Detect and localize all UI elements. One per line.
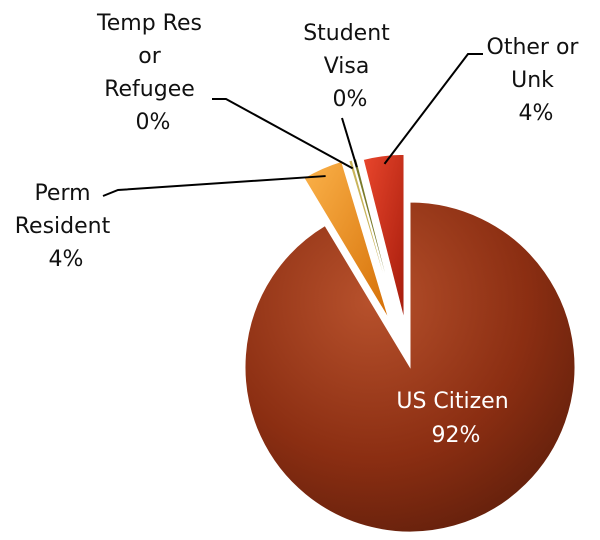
slice-label-other-line1: Other or	[487, 35, 580, 60]
slice-value-student-visa: 0%	[333, 87, 368, 112]
leader-lines	[102, 53, 483, 197]
slice-label-temp-res-line2: or	[138, 44, 161, 69]
leader-student-visa	[341, 117, 358, 168]
slice-label-perm-line2: Resident	[15, 214, 111, 239]
slice-value-temp-res: 0%	[136, 110, 171, 135]
slice-label-student-visa-line2: Visa	[324, 54, 370, 79]
slice-us-citizen	[244, 201, 576, 533]
slice-value-us-citizen: 92%	[432, 423, 481, 448]
slice-label-student-visa: Student Visa 0%	[303, 21, 397, 112]
slice-other	[362, 153, 405, 320]
leader-perm-resident	[102, 175, 326, 197]
slice-label-temp-res: Temp Res or Refugee 0%	[96, 11, 209, 135]
pie-slices	[244, 153, 576, 533]
slice-label-us-citizen: US Citizen 92%	[396, 389, 515, 448]
slice-temp-res	[348, 159, 397, 320]
slice-label-us-citizen-line1: US Citizen	[396, 389, 508, 414]
slice-label-perm-line1: Perm	[34, 181, 90, 206]
leader-other	[383, 53, 483, 165]
slice-label-perm-resident: Perm Resident 4%	[15, 181, 117, 272]
slice-label-other-line2: Unk	[511, 68, 554, 93]
slice-value-perm-resident: 4%	[49, 247, 84, 272]
leader-temp-res	[212, 98, 354, 170]
slice-label-other: Other or Unk 4%	[487, 35, 586, 126]
slice-label-temp-res-line1: Temp Res	[96, 11, 202, 36]
slice-value-other: 4%	[519, 101, 554, 126]
slice-label-student-visa-line1: Student	[303, 21, 390, 46]
slice-label-temp-res-line3: Refugee	[104, 77, 195, 102]
